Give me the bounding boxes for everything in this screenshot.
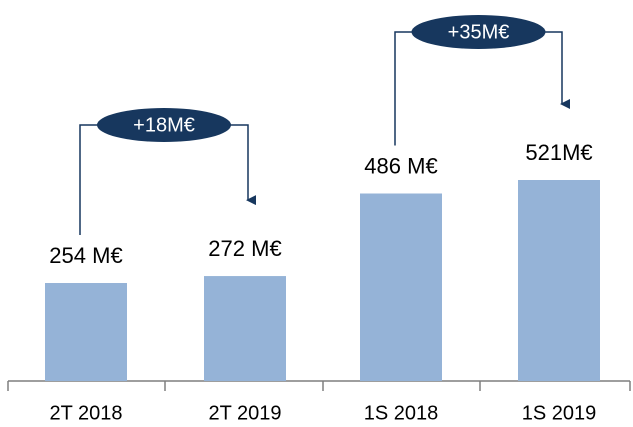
- bar: [360, 193, 442, 381]
- value-label: 272 M€: [208, 236, 281, 261]
- value-label: 521M€: [525, 140, 592, 165]
- value-label: 254 M€: [49, 243, 122, 268]
- x-tick-label: 1S 2019: [522, 402, 597, 424]
- value-label: 486 M€: [364, 153, 437, 178]
- annotation-badge: [97, 108, 231, 142]
- annotation-badge: [411, 15, 546, 49]
- bar: [204, 276, 286, 381]
- bracket: [394, 31, 570, 146]
- bar: [45, 283, 127, 381]
- annotation: +18M€: [133, 114, 195, 136]
- annotation: +35M€: [448, 21, 510, 43]
- x-tick-label: 2T 2019: [208, 402, 281, 424]
- bar: [518, 180, 600, 381]
- x-tick-label: 2T 2018: [49, 402, 122, 424]
- x-tick-label: 1S 2018: [364, 402, 439, 424]
